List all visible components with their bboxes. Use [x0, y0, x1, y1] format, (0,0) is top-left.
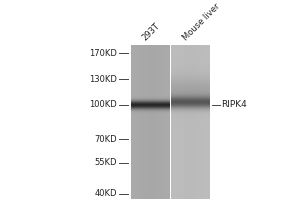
Text: 40KD: 40KD — [95, 189, 117, 198]
Text: RIPK4: RIPK4 — [221, 100, 247, 109]
Text: Mouse liver: Mouse liver — [181, 1, 222, 42]
Text: 55KD: 55KD — [95, 158, 117, 167]
Text: 293T: 293T — [141, 21, 162, 42]
Text: 70KD: 70KD — [95, 135, 117, 144]
Text: 170KD: 170KD — [89, 49, 117, 58]
Text: 130KD: 130KD — [89, 75, 117, 84]
Text: 100KD: 100KD — [90, 100, 117, 109]
